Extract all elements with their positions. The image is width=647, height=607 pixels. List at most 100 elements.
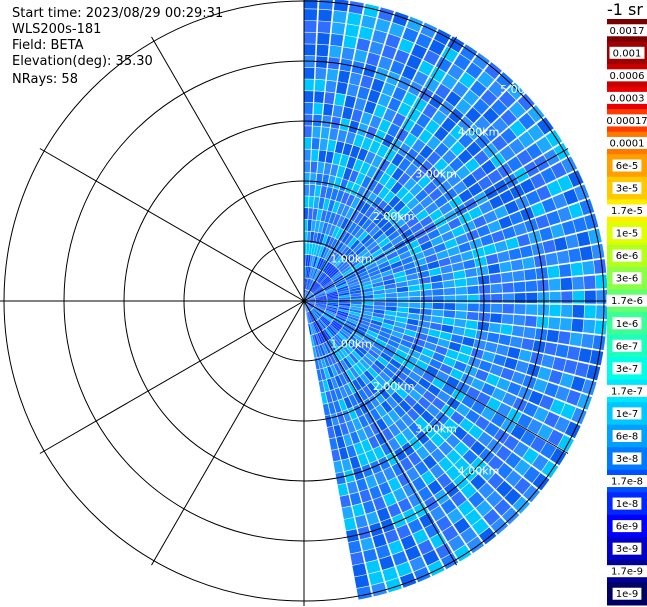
ray-gate [317, 258, 325, 270]
ray-gate [366, 329, 379, 338]
ray-gate [313, 307, 323, 316]
ray-gate [465, 107, 482, 124]
ray-gate [350, 306, 362, 311]
colorbar-label-box [612, 339, 642, 352]
ray-gate [466, 311, 479, 321]
ray-gate [304, 161, 311, 173]
ray-gate [345, 131, 356, 145]
ray-gate [357, 215, 369, 227]
ray-gate [365, 222, 377, 234]
colorbar-label-box [612, 452, 642, 465]
ray-gate [497, 250, 510, 263]
ray-gate [427, 384, 441, 397]
ray-gate [467, 285, 479, 295]
ray-gate [511, 371, 526, 385]
ray-gate [428, 267, 442, 276]
ray-gate [431, 316, 443, 324]
ray-gate [513, 441, 529, 458]
ray-gate [368, 269, 381, 277]
ray-gate [550, 223, 565, 239]
ray-gate [319, 317, 329, 327]
ray-gate [357, 148, 369, 162]
ray-gate [460, 373, 475, 386]
ray-gate [425, 166, 440, 181]
ray-gate [343, 396, 353, 409]
ray-gate [304, 301, 308, 312]
ray-gate [326, 294, 339, 298]
ray-gate [435, 56, 453, 73]
ray-gate [442, 525, 459, 542]
ray-gate [331, 273, 343, 282]
ray-gate [349, 311, 361, 317]
ray-gate [519, 245, 533, 258]
ray-gate [463, 259, 476, 270]
ray-gate [323, 312, 334, 320]
ray-gate [333, 177, 342, 190]
ray-gate [541, 197, 557, 213]
ray-gate [521, 338, 535, 351]
ray-gate [344, 322, 356, 330]
ray-gate [372, 533, 387, 548]
ray-gate [372, 281, 384, 288]
ray-gate [415, 332, 428, 341]
ray-gate [483, 243, 497, 256]
ray-gate [400, 228, 413, 240]
ray-gate [394, 447, 407, 462]
ray-gate [314, 220, 321, 233]
colorbar-label-box [612, 249, 642, 262]
colorbar-label-box [612, 407, 642, 420]
ray-gate [353, 404, 364, 418]
ray-gate [468, 182, 483, 197]
ray-gate [315, 297, 327, 300]
ray-gate [490, 99, 508, 116]
ray-gate [350, 295, 362, 300]
ray-gate [407, 279, 420, 286]
ray-gate [362, 355, 374, 367]
ray-gate [342, 409, 352, 423]
ray-gate [352, 261, 364, 271]
ray-gate [404, 376, 418, 389]
ray-gate [504, 488, 522, 506]
ray-gate [358, 415, 369, 428]
ray-gate [348, 0, 364, 15]
ray-gate [462, 336, 475, 347]
ray-gate [527, 105, 545, 123]
ray-gate [486, 490, 503, 508]
ray-gate [582, 260, 595, 275]
ray-gate [329, 238, 338, 250]
ray-gate [310, 310, 319, 320]
ray-gate [304, 301, 315, 305]
ray-gate [386, 396, 398, 409]
ray-gate [336, 361, 346, 373]
ray-gate [546, 210, 561, 226]
ray-gate [502, 282, 514, 293]
ray-gate [455, 311, 467, 320]
ray-gate [455, 286, 468, 295]
ray-gate [412, 251, 425, 261]
colorbar-unit: -1 sr [607, 0, 643, 19]
ray-gate [410, 123, 424, 138]
ray-gate [501, 314, 514, 325]
ray-gate [369, 41, 384, 56]
ray-gate [494, 498, 512, 516]
ray-gate [404, 267, 417, 276]
ray-gate [328, 224, 336, 237]
ray-gate [351, 109, 363, 123]
ray-gate [359, 373, 371, 385]
ray-gate [430, 448, 446, 463]
ray-gate [425, 119, 440, 135]
ray-gate [450, 141, 465, 157]
ray-gate [418, 377, 431, 390]
ray-gate [372, 182, 384, 196]
ray-gate [335, 190, 345, 203]
ray-gate [477, 275, 490, 285]
ray-gate [465, 409, 480, 424]
ray-gate [333, 363, 342, 375]
ray-gate [432, 288, 444, 296]
ray-gate [392, 86, 407, 102]
ray-gate [341, 458, 352, 472]
ray-gate [383, 318, 395, 326]
ray-gate [330, 377, 339, 389]
ray-gate [489, 195, 504, 210]
ray-gate [326, 291, 338, 296]
